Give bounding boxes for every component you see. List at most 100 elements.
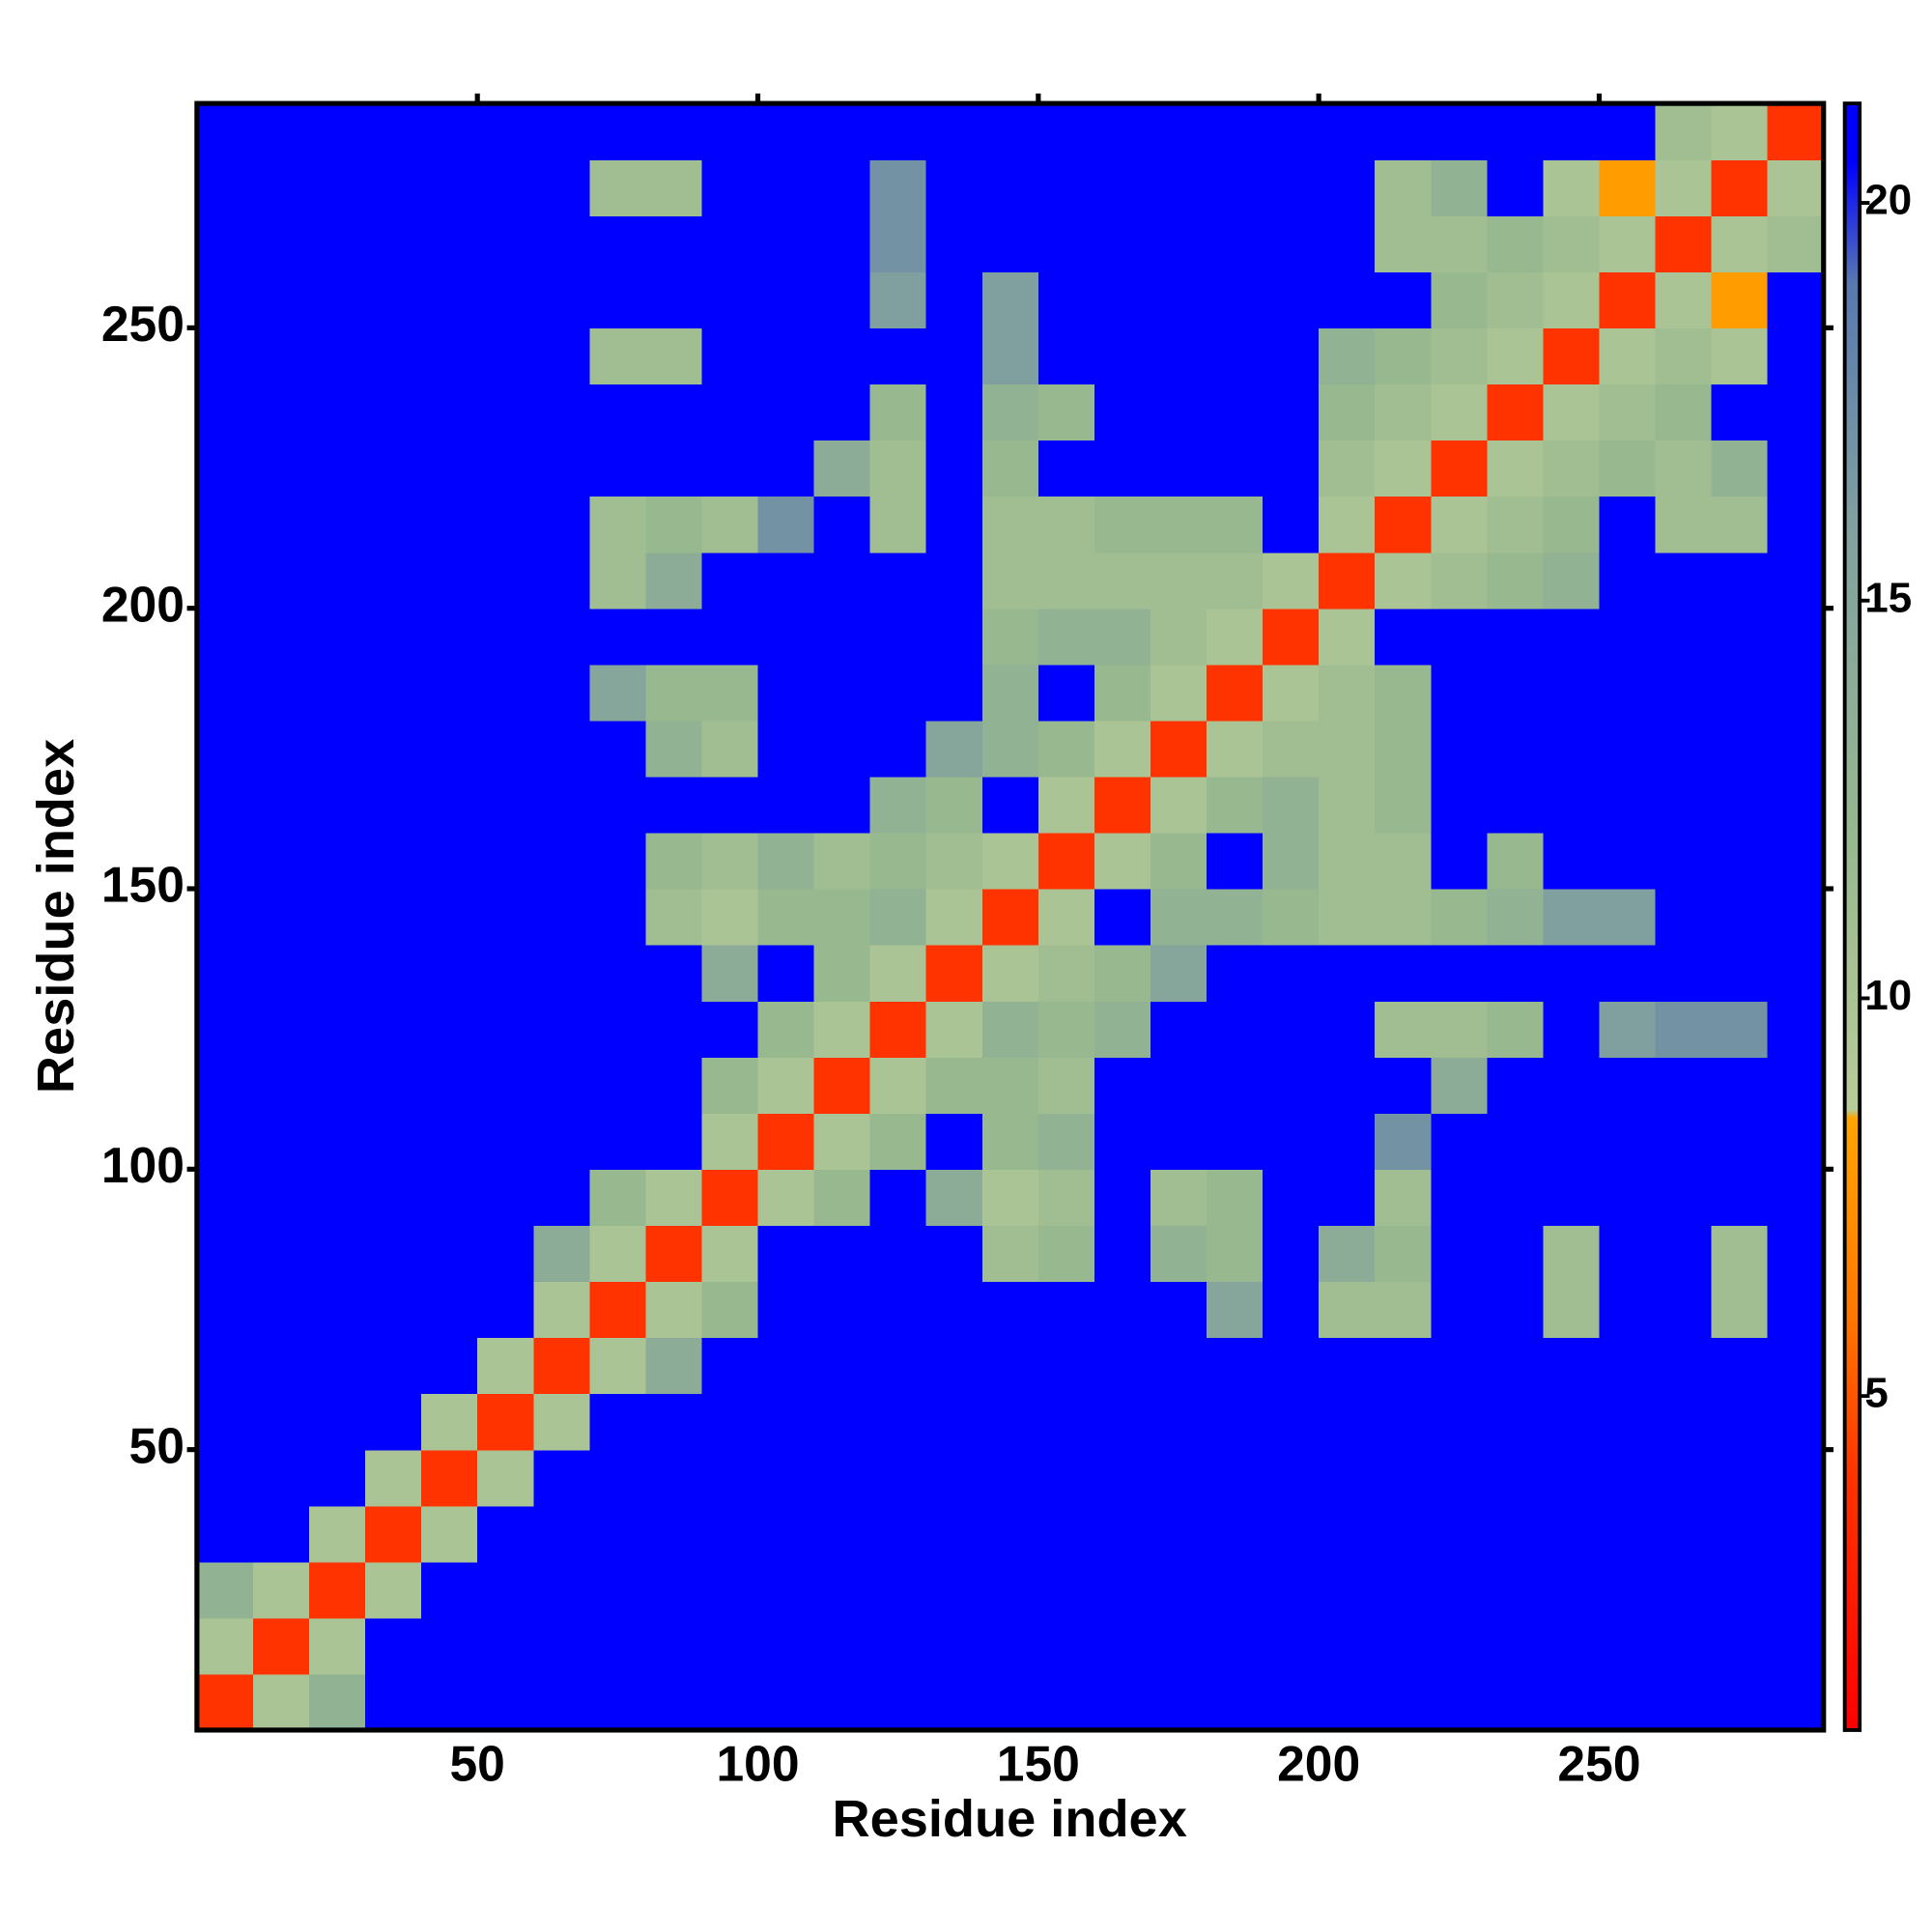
heatmap-cell [1094, 1225, 1151, 1283]
heatmap-cell [645, 215, 703, 272]
heatmap-cell [477, 1561, 534, 1619]
heatmap-cell [1431, 1673, 1488, 1731]
heatmap-cell [421, 1281, 478, 1339]
heatmap-cell [1767, 440, 1825, 497]
heatmap-cell [645, 496, 703, 554]
heatmap-cell [589, 159, 647, 216]
heatmap-cell [309, 1057, 366, 1114]
heatmap-cell [981, 1561, 1039, 1619]
heatmap-cell [645, 1449, 703, 1507]
heatmap-cell [477, 1281, 534, 1339]
heatmap-cell [757, 889, 815, 946]
heatmap-cell [1767, 1001, 1825, 1058]
heatmap-cell [1431, 1449, 1488, 1507]
heatmap-cell [1319, 1001, 1376, 1058]
heatmap-cell [813, 1505, 871, 1563]
heatmap-cell [1375, 1225, 1432, 1283]
heatmap-cell [1094, 1449, 1151, 1507]
heatmap-cell [1487, 1169, 1545, 1227]
heatmap-cell [589, 1001, 647, 1058]
heatmap-cell [1150, 1225, 1208, 1283]
heatmap-cell [1037, 1505, 1095, 1563]
heatmap-cell [869, 1561, 927, 1619]
heatmap-cell [645, 1225, 703, 1283]
heatmap-cell [1263, 1617, 1320, 1675]
heatmap-cell [925, 832, 983, 890]
heatmap-cell [1207, 103, 1264, 160]
heatmap-cell [1375, 1617, 1432, 1675]
heatmap-cell [1094, 1001, 1151, 1058]
heatmap-cell [981, 440, 1039, 497]
heatmap-cell [1711, 720, 1769, 778]
heatmap-cell [1319, 1449, 1376, 1507]
heatmap-cell [1150, 1001, 1208, 1058]
heatmap-cell [533, 889, 590, 946]
heatmap-cell [1263, 720, 1320, 778]
heatmap-cell [1431, 440, 1488, 497]
heatmap-cell [1263, 384, 1320, 441]
heatmap-cell [1767, 1281, 1825, 1339]
heatmap-cell [309, 720, 366, 778]
heatmap-cell [1207, 271, 1264, 328]
heatmap-cell [869, 159, 927, 216]
heatmap-cell [1263, 889, 1320, 946]
heatmap-cell [1094, 271, 1151, 328]
heatmap-cell [365, 720, 422, 778]
heatmap-cell [1655, 1505, 1713, 1563]
heatmap-cell [1711, 664, 1769, 722]
heatmap-cell [365, 1113, 422, 1170]
heatmap-cell [533, 327, 590, 385]
heatmap-cell [1207, 1225, 1264, 1283]
heatmap-cell [1431, 159, 1488, 216]
heatmap-cell [1263, 327, 1320, 385]
heatmap-cell [252, 1449, 310, 1507]
heatmap-cell [365, 271, 422, 328]
heatmap-cell [1711, 776, 1769, 834]
heatmap-cell [645, 384, 703, 441]
heatmap-cell [252, 608, 310, 666]
heatmap-cell [1037, 440, 1095, 497]
heatmap-cell [309, 945, 366, 1002]
heatmap-cell [1094, 832, 1151, 890]
heatmap-cell [813, 440, 871, 497]
heatmap-cell [421, 1393, 478, 1451]
heatmap-cell [1767, 945, 1825, 1002]
heatmap-cell [981, 1337, 1039, 1395]
heatmap-cell [533, 608, 590, 666]
colorbar-segment [1844, 282, 1861, 523]
heatmap-cell [1037, 103, 1095, 160]
heatmap-cell [1487, 384, 1545, 441]
heatmap-cell [421, 1169, 478, 1227]
heatmap-cell [252, 889, 310, 946]
x-tick-label: 150 [997, 1735, 1080, 1791]
heatmap-cell [701, 1449, 759, 1507]
heatmap-cell [645, 1337, 703, 1395]
heatmap-cell [252, 832, 310, 890]
heatmap-cell [981, 1057, 1039, 1114]
heatmap-cell [533, 103, 590, 160]
heatmap-cell [1207, 1113, 1264, 1170]
heatmap-cell [1263, 1337, 1320, 1395]
heatmap-cell [1599, 327, 1657, 385]
heatmap-cell [589, 664, 647, 722]
heatmap-cell [589, 720, 647, 778]
heatmap-cell [1150, 608, 1208, 666]
heatmap-cell [252, 327, 310, 385]
heatmap-cell [365, 1169, 422, 1227]
heatmap-cell [981, 103, 1039, 160]
heatmap-cell [1431, 496, 1488, 554]
heatmap-cell [1487, 496, 1545, 554]
heatmap-cell [757, 1281, 815, 1339]
heatmap-cell [1431, 1561, 1488, 1619]
heatmap-cell [1263, 776, 1320, 834]
heatmap-cell [421, 1449, 478, 1507]
heatmap-cell [196, 384, 254, 441]
heatmap-cell [533, 1225, 590, 1283]
heatmap-cell [1543, 608, 1601, 666]
heatmap-cell [1767, 1225, 1825, 1283]
colorbar-segment [1844, 521, 1861, 840]
heatmap-cell [1543, 215, 1601, 272]
heatmap-cell [981, 832, 1039, 890]
heatmap-cell [925, 945, 983, 1002]
heatmap-cell [1094, 1393, 1151, 1451]
